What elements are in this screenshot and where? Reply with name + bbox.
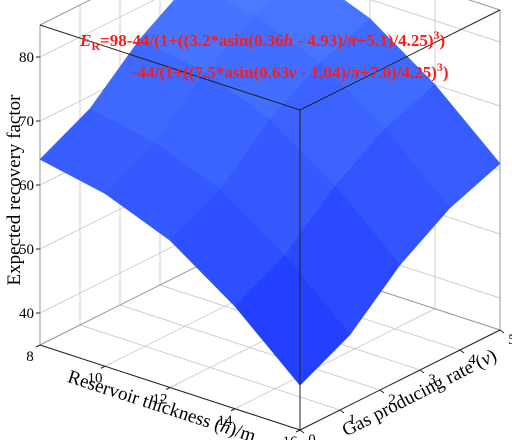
annotation-part: h [284, 31, 293, 50]
y-axis-label: Gas producing rate (v) [339, 345, 500, 440]
tick-mark [100, 365, 106, 369]
tick-mark [230, 408, 236, 412]
x-tick-label: 8 [26, 349, 34, 365]
surface-patch [234, 255, 351, 386]
box-edge [39, 0, 92, 26]
tick-mark [339, 409, 345, 414]
annotation-part: π [347, 31, 357, 50]
x-axis-label: Reservoir thickness (h)/m [65, 366, 258, 440]
annotation-part: ) [440, 31, 446, 50]
annotation-part: +7.0)/4.25) [360, 63, 437, 82]
x-label-part: )/m [227, 419, 259, 440]
tick-mark [499, 329, 505, 334]
surface [39, 0, 501, 386]
grid-line [79, 324, 341, 411]
x-tick-label: 14 [218, 413, 234, 429]
y-tick-label: 4 [468, 352, 476, 368]
z-tick-label: 50 [19, 242, 34, 258]
y-tick-label: 5 [508, 332, 512, 348]
tick-mark [35, 344, 41, 348]
x-label-part: Reservoir thickness ( [65, 366, 224, 436]
annotation-part: 3 [434, 28, 440, 42]
y-label-part: Gas producing rate ( [339, 352, 487, 440]
x-tick-label: 10 [88, 370, 103, 386]
z-tick-label: 70 [19, 114, 34, 130]
tick-mark [299, 429, 305, 434]
annotation-part: =98-44/(1+((3.2*asin(0.36 [100, 31, 284, 50]
box-edge [299, 329, 501, 431]
z-tick-label: 60 [19, 178, 34, 194]
tick-mark [295, 429, 301, 433]
annotation-part: R [91, 39, 100, 53]
y-tick-label: 2 [388, 392, 396, 408]
annotation-part: 3 [437, 60, 443, 74]
box-edge [299, 9, 501, 111]
annotation-part: +5.1)/4.25) [357, 31, 434, 50]
annotation-part: ) [443, 63, 449, 82]
box-front: 8101214160123454050607080 [19, 9, 512, 440]
box-edge [39, 24, 301, 111]
tick-mark [379, 389, 385, 394]
tick-mark [419, 369, 425, 374]
tick-mark [165, 387, 171, 390]
grid-line [234, 308, 436, 410]
annotation-line-1: ER=98-44/(1+((3.2*asin(0.36h - 4.93)/π+5… [79, 28, 445, 53]
y-tick-label: 1 [348, 412, 356, 428]
y-tick-label: 0 [308, 432, 316, 440]
x-tick-label: 12 [153, 392, 168, 408]
z-tick-label: 80 [19, 50, 34, 66]
x-tick-label: 16 [283, 434, 299, 440]
annotation-part: - 4.93)/ [293, 31, 348, 50]
tick-mark [459, 349, 465, 354]
z-axis-label: Expected recovery factor [4, 94, 25, 286]
z-tick-label: 40 [19, 306, 34, 322]
annotation-part: v [289, 63, 297, 82]
annotation-part: - 1.04)/ [297, 63, 352, 82]
annotation-part: -44/(1+((7.5*asin(0.63 [132, 63, 289, 82]
annotation-part: E [79, 31, 91, 50]
grid-line [119, 304, 381, 391]
grid-line [39, 0, 156, 58]
annotation-part: π [351, 63, 361, 82]
grid-line [369, 0, 501, 43]
y-tick-label: 3 [428, 372, 436, 388]
annotation-line-2: -44/(1+((7.5*asin(0.63v - 1.04)/π+7.0)/4… [132, 60, 449, 82]
